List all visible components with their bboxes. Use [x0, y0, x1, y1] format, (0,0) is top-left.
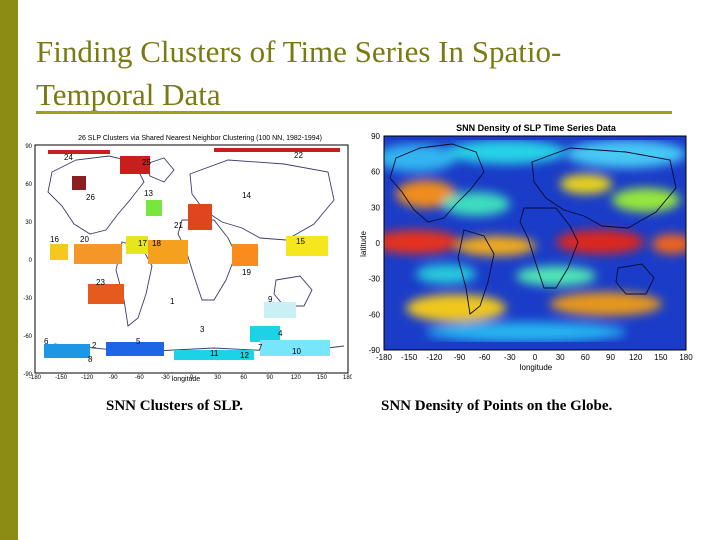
y-tick-label: -90 [368, 346, 380, 355]
x-tick-label: 0 [190, 375, 194, 381]
x-tick-label: -150 [55, 375, 68, 381]
cluster-label: 6 [44, 337, 49, 346]
cluster-label: 18 [152, 239, 161, 248]
y-tick-label: -90 [23, 372, 32, 378]
cluster-label: 10 [292, 347, 301, 356]
cluster-label: 20 [80, 235, 89, 244]
snn-clusters-map: 26 SLP Clusters via Shared Nearest Neigh… [23, 135, 352, 383]
x-tick-label: 30 [214, 375, 221, 381]
right-map-xlabel: longitude [520, 363, 553, 372]
cluster-label: 15 [296, 237, 305, 246]
cluster-label: 11 [210, 349, 219, 358]
x-tick-label: 30 [556, 353, 565, 362]
cluster-label: 8 [88, 355, 93, 364]
x-tick-label: -60 [479, 353, 491, 362]
cluster-label: 25 [142, 158, 151, 167]
cluster-label: 12 [240, 351, 249, 360]
x-tick-label: -60 [135, 375, 144, 381]
cluster-label: 14 [242, 191, 251, 200]
cluster-label: 24 [64, 153, 73, 162]
cluster-label: 3 [200, 325, 205, 334]
density-field [384, 136, 686, 350]
cluster-label: 17 [138, 239, 147, 248]
cluster-label: 21 [174, 221, 183, 230]
x-tick-label: 60 [581, 353, 590, 362]
left-map-cluster-label-group: 24 25 22 26 13 14 21 20 17 18 16 15 19 2… [44, 151, 305, 364]
y-tick-label: -60 [23, 334, 32, 340]
x-tick-label: 0 [533, 353, 538, 362]
x-tick-label: -150 [401, 353, 418, 362]
cluster-label: 4 [278, 329, 283, 338]
slide-accent-bar [0, 0, 18, 540]
x-tick-label: -30 [504, 353, 516, 362]
x-tick-label: 120 [629, 353, 643, 362]
right-map-frame [383, 135, 687, 351]
cluster-label: 1 [170, 297, 175, 306]
y-tick-label: -60 [368, 310, 380, 319]
snn-density-map: SNN Density of SLP Time Series Data [359, 123, 693, 372]
x-tick-label: 90 [606, 353, 615, 362]
y-tick-label: 60 [371, 168, 380, 177]
x-tick-label: -120 [426, 353, 443, 362]
y-tick-label: 90 [371, 132, 380, 141]
y-tick-label: 30 [371, 203, 380, 212]
left-map-xlabel: longitude [172, 376, 201, 383]
left-figure-caption: SNN Clusters of SLP. [106, 398, 243, 414]
left-map-title: 26 SLP Clusters via Shared Nearest Neigh… [78, 135, 322, 142]
left-map-clusters [44, 148, 340, 360]
cluster-label: 26 [86, 193, 95, 202]
x-tick-label: -90 [109, 375, 118, 381]
right-map-ylabel: latitude [359, 231, 368, 257]
y-tick-label: 30 [25, 220, 32, 226]
right-figure-caption: SNN Density of Points on the Globe. [381, 398, 613, 414]
y-tick-label: 60 [25, 182, 32, 188]
y-tick-label: 0 [29, 258, 33, 264]
slide-title: Finding Clusters of Time Series In Spati… [36, 34, 562, 112]
x-tick-label: 180 [343, 375, 352, 381]
x-tick-label: 60 [240, 375, 247, 381]
right-map-title: SNN Density of SLP Time Series Data [456, 123, 617, 133]
cluster-label: 22 [294, 151, 303, 160]
cluster-label: 23 [96, 278, 105, 287]
cluster-label: 13 [144, 189, 153, 198]
x-tick-label: 150 [654, 353, 668, 362]
x-tick-label: 120 [291, 375, 302, 381]
y-tick-label: 90 [25, 144, 32, 150]
cluster-label: 5 [136, 337, 141, 346]
y-tick-label: -30 [368, 275, 380, 284]
x-tick-label: 90 [266, 375, 273, 381]
x-tick-label: -120 [81, 375, 94, 381]
y-tick-label: -30 [23, 296, 32, 302]
title-underline [36, 111, 672, 114]
x-tick-label: -180 [376, 353, 393, 362]
y-tick-label: 0 [376, 239, 381, 248]
x-tick-label: -30 [161, 375, 170, 381]
cluster-label: 16 [50, 235, 59, 244]
cluster-label: 2 [92, 341, 97, 350]
x-tick-label: -90 [454, 353, 466, 362]
cluster-label: 7 [258, 343, 263, 352]
cluster-label: 19 [242, 268, 251, 277]
x-tick-label: 180 [679, 353, 693, 362]
cluster-label: 9 [268, 295, 273, 304]
x-tick-label: 150 [317, 375, 328, 381]
x-tick-label: -180 [29, 375, 42, 381]
